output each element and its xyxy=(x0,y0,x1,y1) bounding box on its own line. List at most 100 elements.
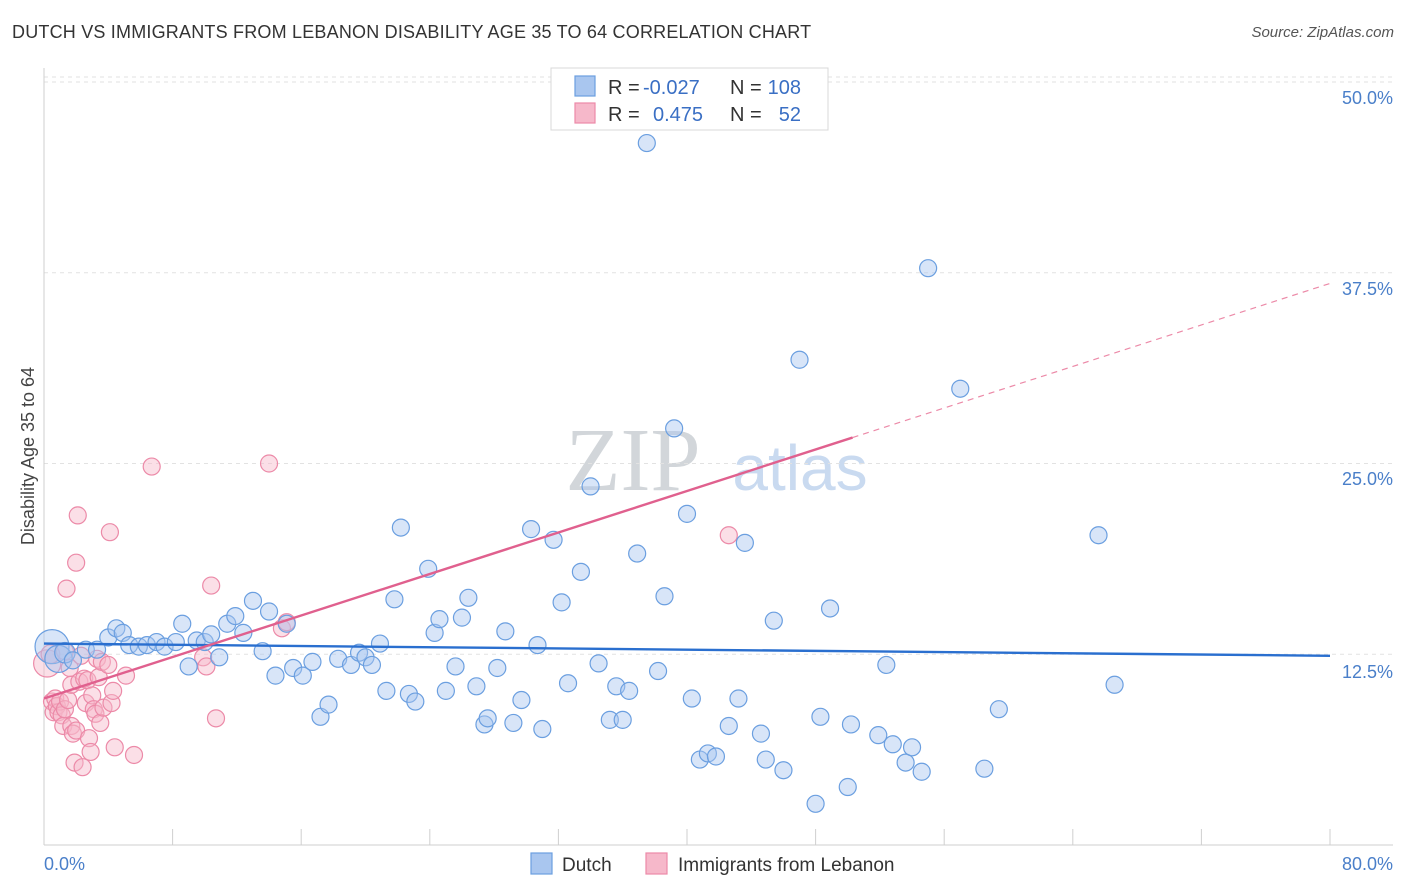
dutch-point-19 xyxy=(202,625,221,644)
dutch-point-58 xyxy=(512,690,531,710)
dutch-point-13 xyxy=(155,637,174,656)
y-axis-label: Disability Age 35 to 64 xyxy=(18,367,38,545)
legend-box xyxy=(550,67,829,131)
lebanon-point-49 xyxy=(206,709,226,728)
dutch-point-71 xyxy=(620,681,639,700)
dutch-point-27 xyxy=(266,666,285,685)
dutch-point-24 xyxy=(243,591,263,610)
lebanon-point-38 xyxy=(99,655,118,675)
dutch-point-84 xyxy=(735,533,754,552)
dutch-point-23 xyxy=(234,623,253,642)
lebanon-point-39 xyxy=(100,523,120,542)
dutch-point-77 xyxy=(677,504,697,523)
lebanon-point-53 xyxy=(719,526,738,545)
dutch-point-46 xyxy=(425,623,444,642)
dutch-trend-line xyxy=(43,642,1331,657)
dutch-point-87 xyxy=(764,611,783,630)
dutch-point-89 xyxy=(790,350,809,369)
legend-dutch-r-value: -0.027 xyxy=(643,77,700,99)
watermark-atlas: atlas xyxy=(732,432,867,504)
lebanon-point-29 xyxy=(81,742,100,762)
y-tick-label-37-5: 37.5% xyxy=(1342,279,1393,299)
lebanon-point-45 xyxy=(142,457,161,476)
dutch-point-86 xyxy=(756,750,775,769)
lebanon-point-42 xyxy=(105,738,124,757)
dutch-point-85 xyxy=(751,724,771,743)
lebanon-point-41 xyxy=(104,681,123,700)
dutch-point-5 xyxy=(87,640,107,659)
dutch-point-68 xyxy=(600,710,619,729)
trend-lines xyxy=(43,282,1331,700)
grid-lines xyxy=(44,76,1393,655)
x-tick-label-max: 80.0% xyxy=(1342,854,1393,874)
dutch-point-63 xyxy=(552,593,571,612)
legend-swatch-dutch xyxy=(574,75,596,97)
bottom-legend-swatch-lebanon xyxy=(645,852,668,875)
series-dutch-points xyxy=(34,133,1124,813)
top-legend: R = -0.027 N = 108 R = 0.475 N = 52 xyxy=(550,67,829,131)
dutch-point-99 xyxy=(902,738,922,757)
dutch-point-74 xyxy=(648,661,668,681)
dutch-point-20 xyxy=(210,648,229,667)
dutch-point-33 xyxy=(319,695,338,714)
dutch-point-66 xyxy=(581,477,600,496)
dutch-point-90 xyxy=(806,794,825,813)
x-tick-label-min: 0.0% xyxy=(44,854,85,874)
dutch-point-103 xyxy=(975,759,994,778)
dutch-point-100 xyxy=(912,762,931,781)
lebanon-point-47 xyxy=(197,657,216,676)
dutch-point-61 xyxy=(533,719,552,739)
lebanon-point-28 xyxy=(79,729,99,748)
lebanon-point-30 xyxy=(83,686,102,705)
dutch-point-22 xyxy=(226,606,245,626)
dutch-point-16 xyxy=(179,657,198,676)
dutch-point-91 xyxy=(811,707,830,726)
dutch-point-15 xyxy=(173,614,192,633)
legend-dutch-r-label: R = xyxy=(608,77,640,99)
y-tick-label-25: 25.0% xyxy=(1342,469,1393,489)
chart-source: Source: ZipAtlas.com xyxy=(1251,24,1394,41)
bottom-legend: Dutch Immigrants from Lebanon xyxy=(530,852,895,876)
lebanon-point-12 xyxy=(57,579,76,598)
dutch-point-29 xyxy=(284,658,303,678)
dutch-point-81 xyxy=(706,747,726,766)
dutch-point-47 xyxy=(430,610,449,629)
dutch-point-3 xyxy=(63,651,83,670)
dutch-point-55 xyxy=(488,658,507,678)
dutch-point-40 xyxy=(377,681,396,700)
dutch-point-37 xyxy=(356,648,375,667)
dutch-point-54 xyxy=(478,709,497,728)
dutch-point-64 xyxy=(558,674,578,693)
lebanon-trend-extension xyxy=(852,282,1331,439)
dutch-point-41 xyxy=(385,590,404,609)
lebanon-point-48 xyxy=(202,576,221,595)
dutch-point-78 xyxy=(682,689,701,708)
dutch-point-106 xyxy=(1105,675,1124,694)
dutch-point-75 xyxy=(655,587,674,606)
y-tick-label-50: 50.0% xyxy=(1342,88,1393,108)
dutch-point-101 xyxy=(919,259,938,278)
dutch-point-44 xyxy=(406,692,425,711)
lebanon-point-35 xyxy=(91,713,110,733)
dutch-point-72 xyxy=(628,544,647,563)
dutch-point-52 xyxy=(467,677,486,696)
dutch-point-97 xyxy=(883,735,902,754)
legend-dutch-n-label: N = xyxy=(730,77,762,99)
lebanon-point-50 xyxy=(259,454,279,473)
dutch-point-82 xyxy=(719,716,738,736)
x-tick-marks xyxy=(43,829,1331,845)
lebanon-point-21 xyxy=(68,506,87,525)
legend-dutch-n-value: 108 xyxy=(768,77,801,99)
dutch-point-39 xyxy=(370,634,390,653)
dutch-point-30 xyxy=(293,666,312,685)
dutch-point-38 xyxy=(362,655,382,675)
legend-lebanon-n-value: 52 xyxy=(779,104,801,126)
dutch-point-49 xyxy=(446,657,465,676)
dutch-point-73 xyxy=(637,133,656,153)
dutch-point-92 xyxy=(820,599,840,618)
dutch-point-57 xyxy=(504,713,523,733)
dutch-point-67 xyxy=(589,654,608,673)
chart-title: DUTCH VS IMMIGRANTS FROM LEBANON DISABIL… xyxy=(12,22,812,42)
y-tick-label-12-5: 12.5% xyxy=(1342,662,1393,682)
